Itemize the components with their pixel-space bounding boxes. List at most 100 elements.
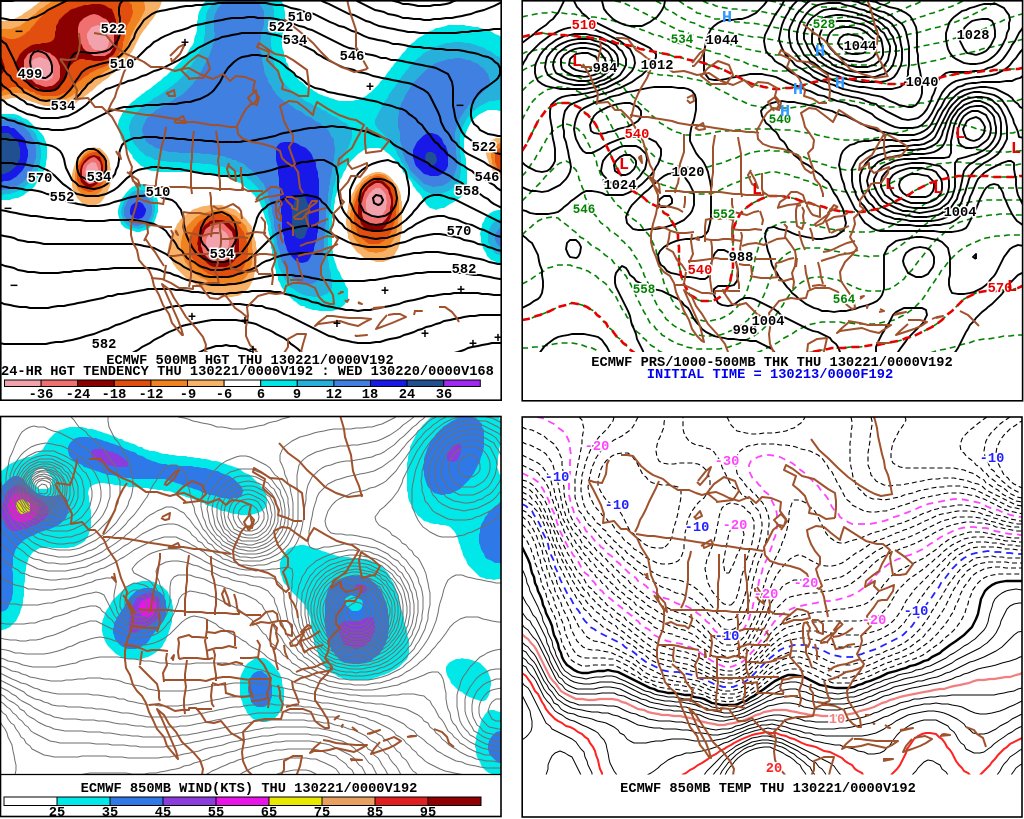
svg-text:-24: -24 xyxy=(66,388,91,403)
svg-text:546: 546 xyxy=(475,171,500,186)
svg-text:L: L xyxy=(933,180,943,199)
svg-text:1024: 1024 xyxy=(604,179,637,194)
svg-text:9: 9 xyxy=(293,388,301,403)
svg-text:35: 35 xyxy=(102,806,118,819)
svg-text:L: L xyxy=(619,156,629,175)
svg-text:12: 12 xyxy=(326,388,342,403)
svg-text:528: 528 xyxy=(813,18,836,32)
svg-text:+: + xyxy=(241,315,249,330)
svg-text:-20: -20 xyxy=(794,577,819,592)
svg-text:24: 24 xyxy=(399,388,415,403)
svg-text:H: H xyxy=(793,81,803,100)
svg-text:-36: -36 xyxy=(29,388,54,403)
svg-text:558: 558 xyxy=(455,185,480,200)
svg-text:+: + xyxy=(469,338,477,353)
svg-text:-10: -10 xyxy=(685,521,710,536)
svg-text:-10: -10 xyxy=(715,630,740,645)
svg-text:ECMWF 850MB TEMP THU 130221/00: ECMWF 850MB TEMP THU 130221/0000V192 xyxy=(620,782,916,797)
svg-text:ECMWF PRS/1000-500MB THK THU 1: ECMWF PRS/1000-500MB THK THU 130221/0000… xyxy=(591,356,952,371)
svg-text:−: − xyxy=(456,100,464,115)
svg-text:1012: 1012 xyxy=(641,59,674,74)
svg-text:−: − xyxy=(10,280,18,295)
svg-text:984: 984 xyxy=(593,62,618,77)
svg-text:+: + xyxy=(188,311,196,326)
svg-text:1020: 1020 xyxy=(672,166,705,181)
svg-text:H: H xyxy=(780,103,790,122)
svg-text:L: L xyxy=(885,176,895,195)
svg-text:582: 582 xyxy=(452,263,477,278)
svg-text:540: 540 xyxy=(625,128,650,143)
svg-text:-10: -10 xyxy=(605,499,630,514)
svg-text:534: 534 xyxy=(671,33,694,47)
svg-text:540: 540 xyxy=(769,113,792,127)
svg-text:582: 582 xyxy=(92,338,117,353)
svg-text:L: L xyxy=(752,181,762,200)
svg-text:H: H xyxy=(815,43,825,62)
svg-text:-18: -18 xyxy=(102,388,127,403)
svg-text:85: 85 xyxy=(367,806,383,819)
svg-text:+: + xyxy=(421,328,429,343)
svg-text:534: 534 xyxy=(210,248,235,263)
svg-text:-6: -6 xyxy=(216,388,232,403)
svg-text:510: 510 xyxy=(572,19,597,34)
svg-text:+: + xyxy=(381,285,389,300)
svg-text:558: 558 xyxy=(633,283,656,297)
svg-text:24-HR HGT TENDENCY THU 130221/: 24-HR HGT TENDENCY THU 130221/0000V192 :… xyxy=(1,365,494,380)
svg-text:+: + xyxy=(181,37,189,52)
svg-text:1028: 1028 xyxy=(957,29,990,44)
svg-text:65: 65 xyxy=(261,806,277,819)
svg-text:996: 996 xyxy=(733,324,758,339)
svg-text:L: L xyxy=(1007,278,1017,297)
svg-text:522: 522 xyxy=(269,21,294,36)
svg-text:522: 522 xyxy=(472,141,497,156)
svg-text:540: 540 xyxy=(688,264,713,279)
svg-text:-10: -10 xyxy=(980,452,1005,467)
svg-text:-20: -20 xyxy=(754,588,779,603)
svg-text:534: 534 xyxy=(87,171,112,186)
svg-text:−: − xyxy=(4,203,12,218)
svg-text:L: L xyxy=(572,53,582,72)
svg-text:546: 546 xyxy=(340,50,365,65)
svg-text:564: 564 xyxy=(833,293,856,307)
svg-text:+: + xyxy=(333,318,341,333)
svg-text:20: 20 xyxy=(766,762,782,777)
svg-text:1004: 1004 xyxy=(752,315,785,330)
svg-text:-20: -20 xyxy=(723,519,748,534)
svg-text:534: 534 xyxy=(283,34,308,49)
svg-text:INITIAL TIME = 130213/0000F192: INITIAL TIME = 130213/0000F192 xyxy=(647,368,893,383)
svg-text:510: 510 xyxy=(146,186,171,201)
svg-text:988: 988 xyxy=(729,251,754,266)
svg-text:+: + xyxy=(249,344,257,359)
svg-text:+: + xyxy=(457,284,465,299)
svg-text:45: 45 xyxy=(155,806,171,819)
svg-text:522: 522 xyxy=(101,23,126,38)
svg-text:546: 546 xyxy=(573,203,596,217)
svg-text:55: 55 xyxy=(208,806,224,819)
svg-text:ECMWF 500MB HGT THU 130221/000: ECMWF 500MB HGT THU 130221/0000V192 xyxy=(106,354,393,369)
svg-text:-30: -30 xyxy=(715,455,740,470)
svg-text:-9: -9 xyxy=(180,388,196,403)
svg-text:L: L xyxy=(1011,140,1021,159)
svg-text:552: 552 xyxy=(713,208,736,222)
svg-text:18: 18 xyxy=(362,388,378,403)
svg-text:570: 570 xyxy=(988,282,1013,297)
svg-text:534: 534 xyxy=(51,100,76,115)
svg-text:510: 510 xyxy=(110,58,135,73)
svg-text:+: + xyxy=(494,332,502,347)
svg-text:L: L xyxy=(955,125,965,144)
svg-text:H: H xyxy=(835,75,845,94)
svg-text:−: − xyxy=(15,26,23,41)
svg-text:-20: -20 xyxy=(862,614,887,629)
svg-text:10: 10 xyxy=(829,713,845,728)
svg-text:ECMWF 850MB WIND(KTS) THU 1302: ECMWF 850MB WIND(KTS) THU 130221/0000V19… xyxy=(81,782,418,797)
svg-text:H: H xyxy=(722,9,732,28)
svg-text:-20: -20 xyxy=(585,440,610,455)
svg-text:+: + xyxy=(366,81,374,96)
svg-text:510: 510 xyxy=(288,11,313,26)
svg-text:95: 95 xyxy=(420,806,436,819)
svg-text:-10: -10 xyxy=(904,605,929,620)
svg-text:6: 6 xyxy=(257,388,265,403)
svg-text:25: 25 xyxy=(49,806,65,819)
svg-text:-10: -10 xyxy=(545,471,570,486)
svg-text:1044: 1044 xyxy=(706,34,739,49)
